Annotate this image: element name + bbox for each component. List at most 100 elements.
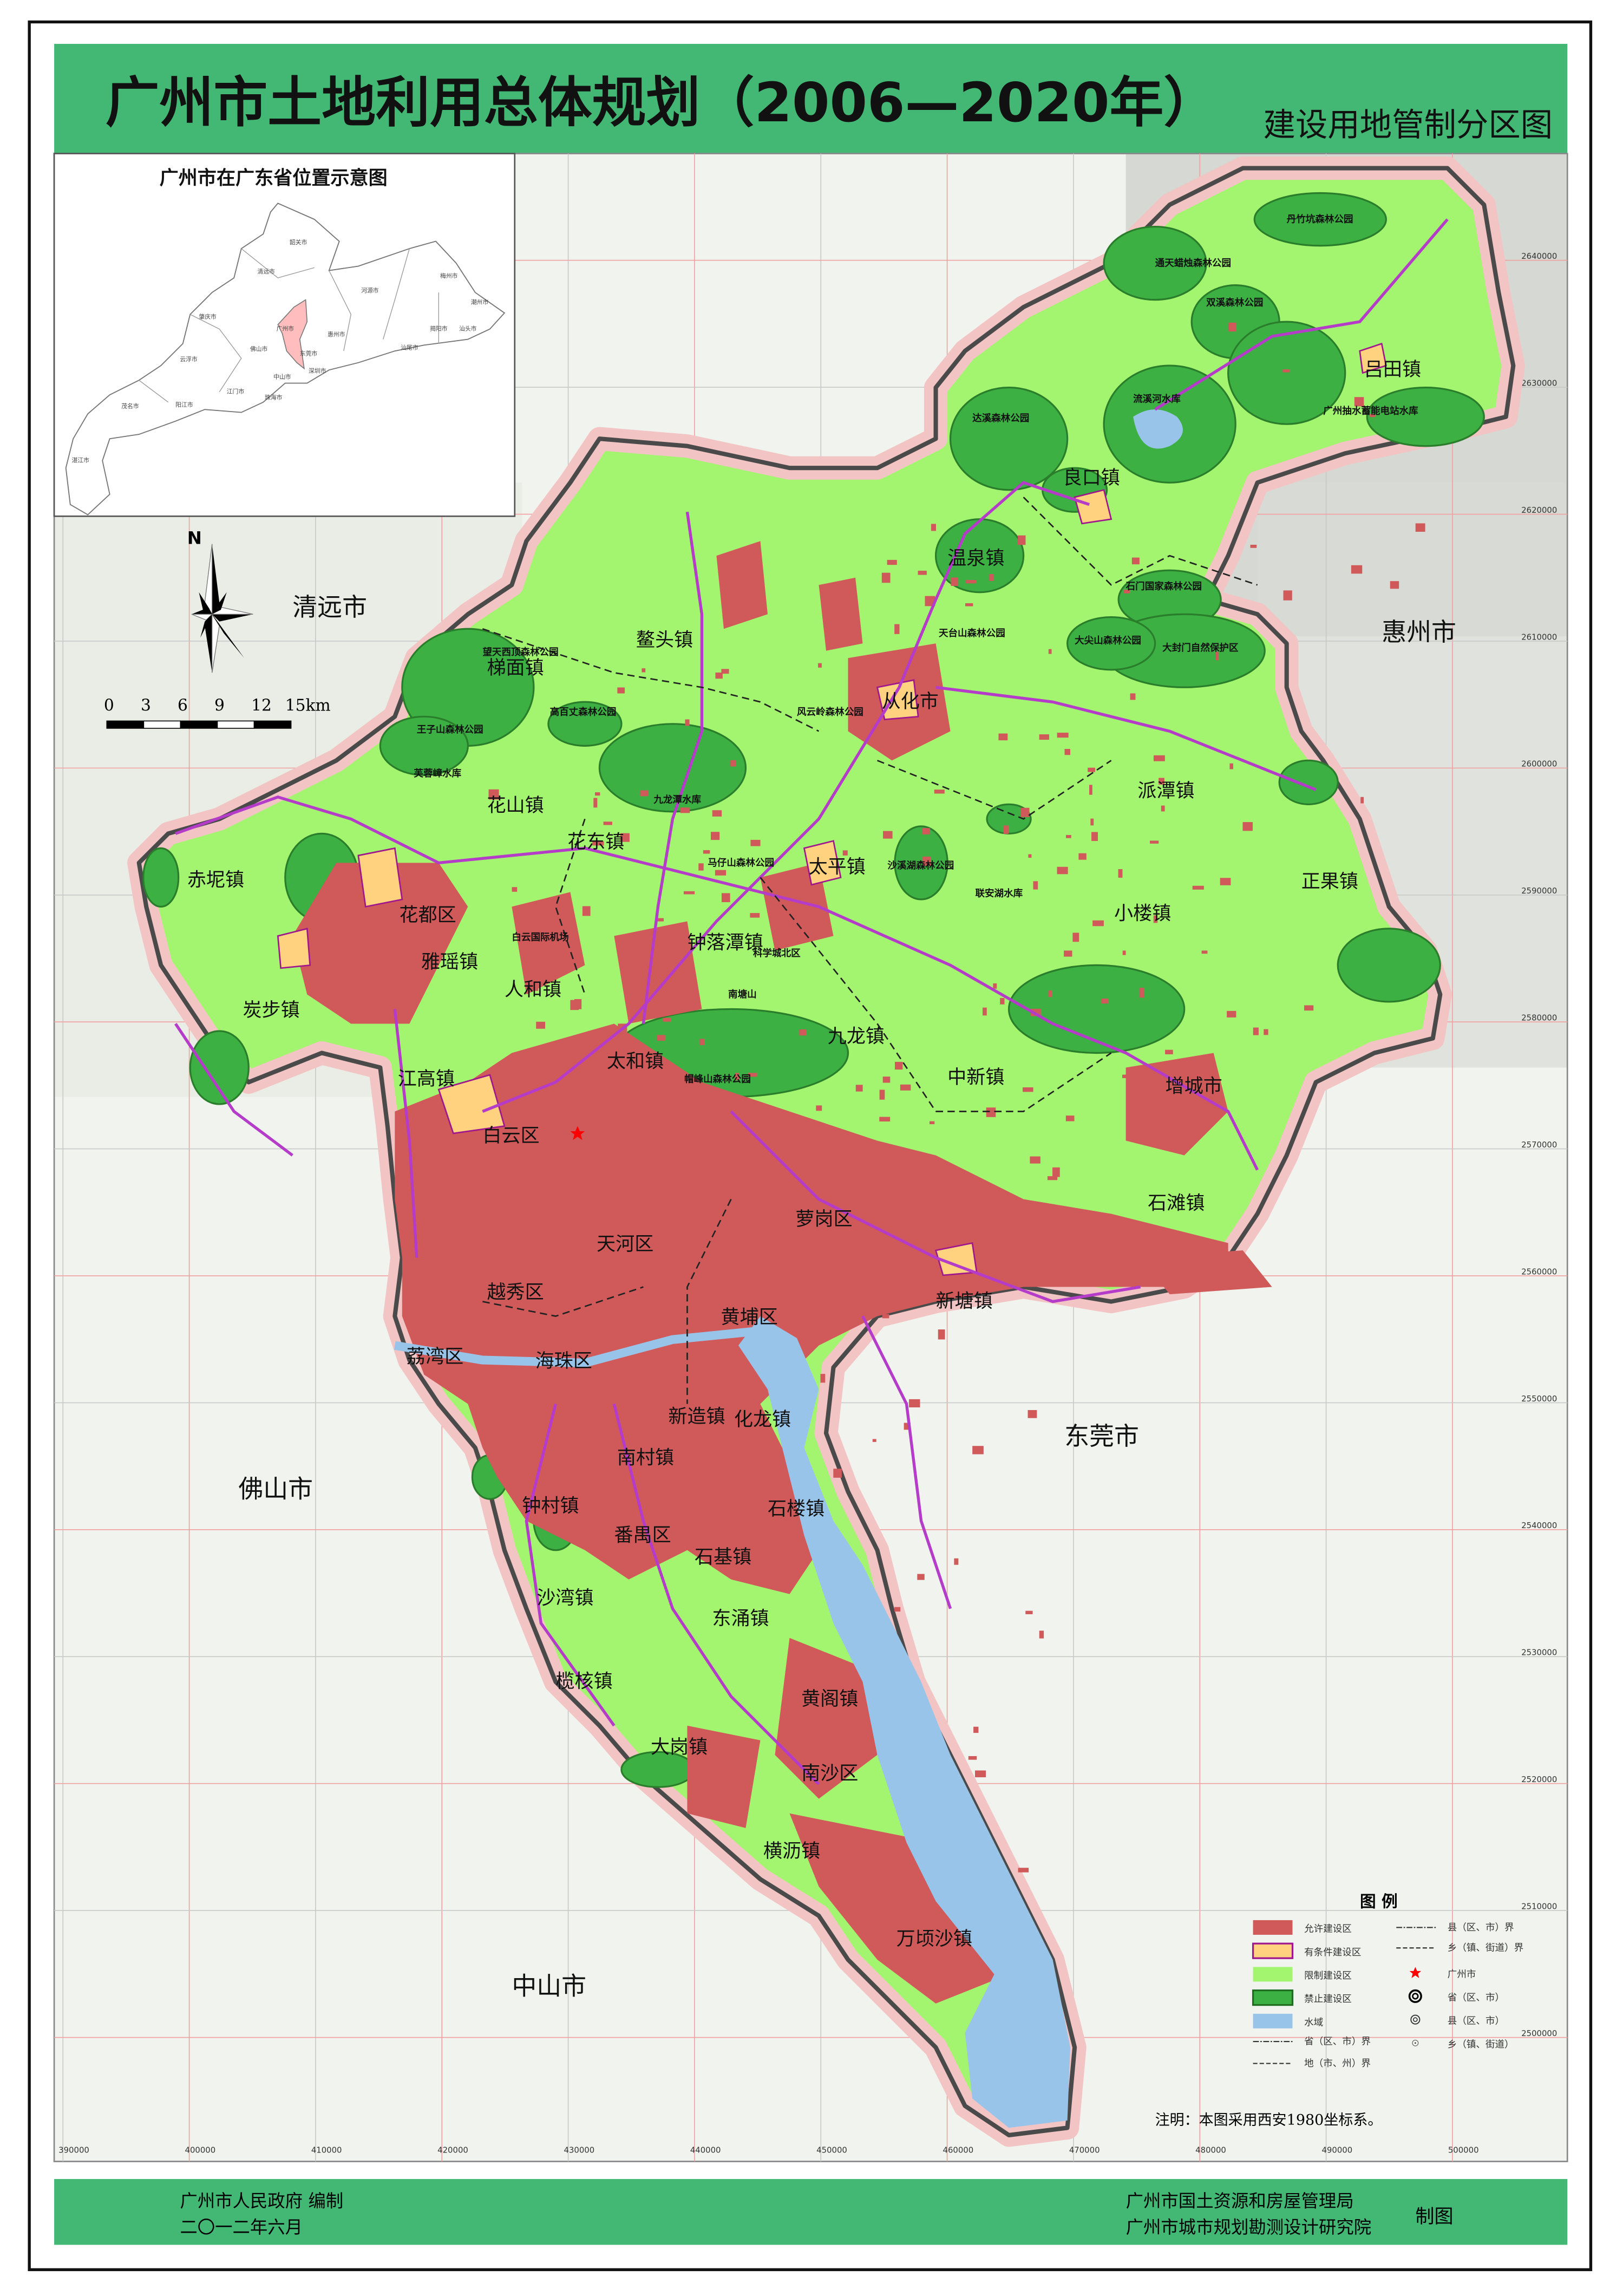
scale-bar-segment — [253, 720, 292, 729]
liuxihe-reservoir — [1133, 409, 1183, 449]
allowed-zone-patch — [1030, 1156, 1040, 1164]
allowed-zone-patch — [619, 1129, 629, 1139]
town-label: 九龙镇 — [828, 1026, 885, 1048]
allowed-zone-patch — [547, 1102, 554, 1112]
north-arrow: N — [187, 528, 253, 673]
allowed-zone-patch — [1092, 920, 1104, 927]
allowed-zone-patch — [917, 1574, 925, 1580]
allowed-zone-patch — [1228, 322, 1236, 332]
inset-city-boundaries — [139, 248, 440, 403]
allowed-zone-patch — [1018, 1868, 1029, 1873]
y-coordinate-label: 2520000 — [1521, 1775, 1557, 1784]
highway — [175, 795, 1259, 1171]
allowed-zone-patch — [715, 870, 727, 876]
highway — [612, 1403, 820, 1785]
feature-label: 高百丈森林公园 — [550, 707, 617, 718]
inset-city-label: 惠州市 — [328, 330, 345, 338]
y-coordinate-label: 2630000 — [1521, 378, 1557, 388]
town-label: 大岗镇 — [651, 1736, 708, 1758]
allowed-zone-patch — [640, 790, 649, 797]
prohibited-zone — [142, 847, 180, 908]
highways — [174, 218, 1449, 1785]
feature-label: 芙蓉嶂水库 — [413, 768, 461, 779]
allowed-zone-patch — [983, 1007, 987, 1016]
outer-border — [28, 20, 1593, 2272]
allowed-zone-patch — [1000, 997, 1005, 1004]
pearl-river — [394, 1326, 761, 1368]
legend: 图 例 允许建设区有条件建设区限制建设区禁止建设区水域省（区、市）界地（市、州）… — [1252, 1893, 1523, 2069]
x-coordinate-label: 480000 — [1195, 2145, 1226, 2155]
allowed-zone-patch — [715, 672, 723, 679]
allowed-zone-patch — [895, 1061, 903, 1070]
y-coordinate-label: 2600000 — [1521, 759, 1557, 769]
allowed-zone-patch — [1131, 557, 1140, 565]
allowed-zone-patch — [1018, 535, 1026, 545]
feature-label: 九龙潭水库 — [653, 794, 701, 806]
legend-label: 县（区、市） — [1448, 2016, 1504, 2027]
x-coordinate-label: 430000 — [564, 2145, 595, 2155]
allowed-zone-patch — [1283, 590, 1292, 601]
town-label: 太和镇 — [607, 1050, 664, 1072]
feature-label: 流溪河水库 — [1133, 394, 1181, 405]
scale-tick-label: 9 — [214, 696, 225, 715]
inset-city-label: 中山市 — [273, 373, 291, 380]
prohibited-zone — [1337, 928, 1441, 1003]
allowed-zone-patch — [922, 856, 931, 866]
feature-label: 石门国家森林公园 — [1125, 580, 1202, 592]
scale-tick-label: 0 — [104, 696, 114, 715]
allowed-zone-patch — [968, 1756, 977, 1760]
town-label: 人和镇 — [505, 979, 561, 1001]
inset-city-label: 佛山市 — [250, 345, 268, 353]
guangzhou-territory: 清远市惠州市东莞市佛山市中山市温泉镇良口镇吕田镇鳌头镇梯面镇从化市派潭镇花山镇花… — [127, 156, 1525, 2147]
prohibited-zone — [949, 387, 1069, 491]
town-label: 白云区 — [482, 1125, 539, 1147]
town-label: 正果镇 — [1301, 870, 1358, 892]
legend-label: 允许建设区 — [1304, 1924, 1352, 1935]
allowed-zone-patch — [748, 1073, 757, 1077]
town-label: 天河区 — [597, 1233, 653, 1255]
legend-swatch — [1252, 1942, 1294, 1959]
allowed-zone-patch — [973, 1726, 979, 1733]
prohibited-zone — [189, 1030, 250, 1105]
x-coordinate-label: 390000 — [58, 2145, 89, 2155]
feature-label: 马仔山森林公园 — [708, 857, 774, 869]
town-label: 石滩镇 — [1148, 1192, 1205, 1214]
inset-city-label: 汕尾市 — [401, 343, 418, 351]
allowed-zone-patch — [882, 1077, 891, 1083]
inset-city-label: 东莞市 — [300, 349, 318, 357]
allowed-zone — [687, 1725, 761, 1828]
allowed-zone — [819, 577, 863, 651]
allowed-zone-patch — [620, 833, 630, 842]
prohibited-zone — [1103, 225, 1207, 301]
allowed-zone-patch — [1072, 932, 1079, 942]
town-label: 海珠区 — [535, 1350, 592, 1372]
neighbor-city-label: 清远市 — [292, 592, 367, 622]
conditional-zone — [437, 1074, 506, 1134]
allowed-zone-patch — [1034, 1210, 1046, 1217]
conditional-zones — [277, 342, 1387, 1276]
allowed-zone-patch — [655, 1079, 660, 1089]
feature-label: 风云岭森林公园 — [797, 707, 863, 718]
allowed-zone-patch — [658, 953, 670, 957]
highway — [935, 686, 1317, 791]
footer-cartography: 制图 — [1415, 2206, 1453, 2228]
allowed-zone-patch — [606, 1046, 616, 1052]
allowed-zone — [292, 863, 468, 1024]
inset-guangzhou-highlight — [277, 299, 308, 370]
town-label: 万顷沙镇 — [896, 1928, 972, 1950]
allowed-zone-patch — [1253, 1027, 1259, 1035]
scale-bar: 0 3 6 9 12 15km — [104, 696, 331, 729]
allowed-zone-patch — [1139, 988, 1144, 998]
town-label: 梯面镇 — [487, 657, 544, 679]
y-coordinate-label: 2530000 — [1521, 1648, 1557, 1658]
legend-label: 乡（镇、街道） — [1448, 2039, 1514, 2050]
y-coordinate-label: 2570000 — [1521, 1140, 1557, 1150]
allowed-zone — [775, 1638, 878, 1799]
feature-label: 丹竹坑森林公园 — [1287, 213, 1353, 225]
highway — [730, 1110, 1141, 1303]
y-coordinate-label: 2500000 — [1521, 2028, 1557, 2038]
allowed-zone — [1125, 1053, 1228, 1156]
allowed-zone-patch — [536, 1021, 546, 1029]
footer-date: 二〇一二年六月 — [180, 2217, 303, 2238]
allowed-zone-patch — [887, 559, 897, 565]
